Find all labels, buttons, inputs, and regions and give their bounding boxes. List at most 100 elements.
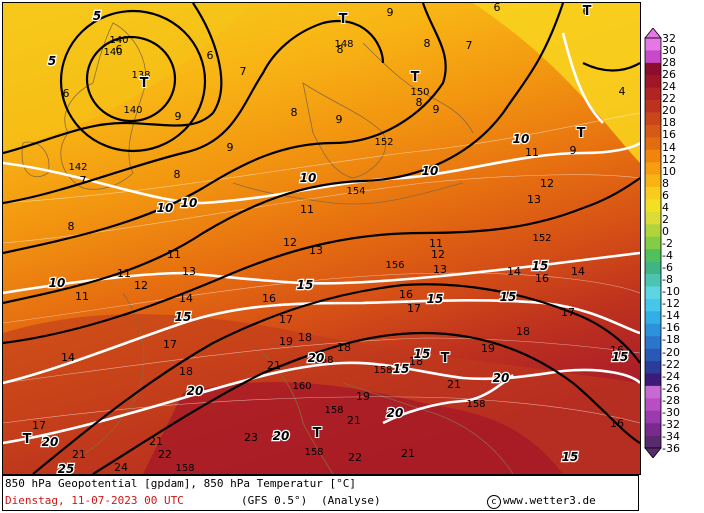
geopotential-label: 160	[292, 381, 311, 392]
geopotential-label: 150	[410, 87, 429, 98]
isotherm-label: 15	[175, 310, 192, 324]
legend-color-step	[645, 410, 661, 424]
temperature-label: 12	[283, 236, 297, 249]
isotherm-label: 10	[49, 276, 66, 290]
isotherm-label: 20	[187, 384, 204, 398]
legend-label: -16	[662, 321, 680, 335]
legend-color-step	[645, 423, 661, 436]
geopotential-label: 158	[314, 355, 333, 366]
geopotential-label: 138	[131, 70, 150, 81]
temperature-label: 16	[610, 344, 624, 357]
temperature-color-legend: 32 30 28 26 24 22 20 18 16 14 12 10 8 6 4 2 0 -2 -4 -6 -8 -10…	[644, 28, 704, 458]
temperature-label: 8	[416, 96, 423, 109]
geopotential-label: 158	[304, 447, 323, 458]
run-type: (Analyse)	[321, 494, 381, 507]
isotherm-label: 10	[157, 201, 174, 215]
legend-color-step	[645, 385, 661, 399]
isotherm-label: 20	[308, 351, 325, 365]
temperature-label: 21	[347, 414, 361, 427]
isotherm-label: 15	[532, 259, 549, 273]
legend-label: -34	[662, 429, 680, 443]
isotherm-label: 20	[273, 429, 290, 443]
isotherm-label: 10	[300, 171, 317, 185]
legend-color-step	[645, 261, 661, 275]
temperature-label: 6	[63, 87, 70, 100]
temperature-label: 13	[527, 193, 541, 206]
legend-label: -4	[662, 249, 673, 263]
legend-label: -28	[662, 393, 680, 407]
temperature-label: 6	[116, 43, 123, 56]
credit[interactable]: c www.wetter3.de	[487, 494, 596, 509]
geopotential-label: 140	[103, 47, 122, 58]
geopotential-label: 154	[346, 186, 365, 197]
temperature-label: 11	[117, 267, 131, 280]
temperature-label: 6	[583, 5, 590, 18]
temperature-label: 18	[409, 355, 423, 368]
legend-color-step	[645, 187, 661, 200]
legend-label: 18	[662, 116, 676, 130]
isotherm-labels: 5 5 10 10 10 10 10 10 15 15 15 15 15 15 15 15 20 20 20 20 20…	[40, 8, 629, 474]
temperature-label: 11	[525, 146, 539, 159]
temperature-label: 7	[466, 39, 473, 52]
temperature-label: 7	[80, 174, 87, 187]
temperature-label: 17	[32, 419, 46, 432]
temperature-label: 23	[244, 431, 258, 444]
legend-color-step	[645, 224, 661, 238]
temperature-label: 8	[424, 37, 431, 50]
legend-color-step	[645, 435, 661, 449]
legend-label: 24	[662, 80, 676, 94]
temperature-label: 6	[207, 49, 214, 62]
temperature-label: 16	[535, 272, 549, 285]
copyright-icon: c	[487, 495, 501, 509]
temperature-label: 17	[407, 302, 421, 315]
legend-label: 4	[662, 200, 669, 214]
temperature-label: 17	[561, 306, 575, 319]
temperature-label: 12	[540, 177, 554, 190]
weather-map: 140 140 138 140 148 150 142 152 154 152 156 158 158 1…	[2, 2, 641, 475]
legend-color-step	[645, 336, 661, 349]
legend-color-bar	[644, 28, 662, 458]
legend-color-step	[645, 124, 661, 138]
temperature-label: 11	[429, 237, 443, 250]
low-pressure-marker: T	[23, 432, 32, 447]
legend-label: 12	[662, 152, 676, 166]
isotherm-label: 10	[422, 164, 439, 178]
legend-label: -26	[662, 381, 680, 395]
isotherm-label: 15	[500, 290, 517, 304]
legend-color-step	[645, 373, 661, 387]
legend-color-step	[645, 199, 661, 213]
legend-label: 6	[662, 188, 669, 202]
legend-color-step	[645, 62, 661, 76]
temperature-label: 18	[179, 365, 193, 378]
temperature-label: 24	[114, 461, 128, 474]
valid-date: Dienstag, 11-07-2023 00 UTC	[5, 494, 184, 507]
legend-color-step	[645, 274, 661, 287]
legend-arrow-bottom	[644, 447, 662, 458]
legend-arrow-top	[644, 28, 662, 39]
temperature-label: 4	[619, 85, 626, 98]
isotherm-label: 20	[42, 435, 59, 449]
temperature-label: 8	[291, 106, 298, 119]
isotherm-label: 10	[181, 196, 198, 210]
legend-label: -18	[662, 333, 680, 347]
temperature-label: 8	[174, 168, 181, 181]
isotherm-label: 15	[612, 350, 629, 364]
temperature-label: 9	[336, 113, 343, 126]
legend-label: 28	[662, 56, 676, 70]
map-caption: 850 hPa Geopotential [gpdam], 850 hPa Te…	[2, 475, 639, 511]
legend-color-step	[645, 211, 661, 225]
credit-url[interactable]: www.wetter3.de	[503, 494, 596, 507]
geopotential-label: 140	[123, 105, 142, 116]
legend-color-step	[645, 38, 661, 51]
temperature-label: 9	[570, 144, 577, 157]
temperature-label: 11	[167, 248, 181, 261]
temperature-label: 22	[348, 451, 362, 464]
temperature-label: 14	[61, 351, 75, 364]
geopotential-labels: 1401401381401481501421521541521561581581…	[68, 35, 551, 474]
low-pressure-marker: T	[313, 426, 322, 441]
legend-color-step	[645, 174, 661, 188]
low-pressure-marker: T	[140, 76, 149, 91]
legend-label: -32	[662, 417, 680, 431]
temperature-label: 16	[399, 288, 413, 301]
